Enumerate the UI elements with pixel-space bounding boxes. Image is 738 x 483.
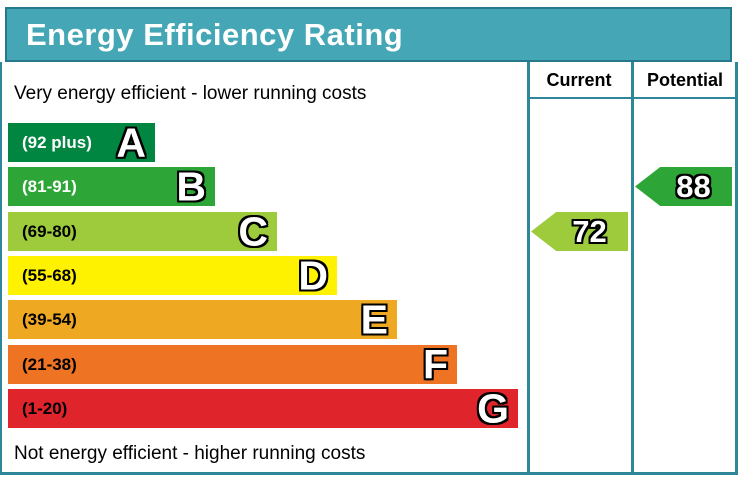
column-header-potential: Potential: [646, 70, 723, 90]
column-divider-middle: [631, 62, 634, 472]
band-range-label: (92 plus): [22, 132, 92, 152]
current-rating-marker: 72: [531, 212, 628, 251]
column-divider-left: [527, 62, 530, 472]
page-title: Energy Efficiency Rating: [26, 16, 404, 52]
potential-rating-marker: 88: [635, 167, 732, 206]
chart-title-bar: Energy Efficiency Rating: [5, 7, 732, 62]
rating-band-a: (92 plus) A: [8, 119, 155, 165]
chart-frame: Very energy efficient - lower running co…: [0, 62, 738, 475]
column-header-underline: [527, 97, 735, 99]
band-range-label: (69-80): [22, 221, 77, 241]
current-rating-value: 72: [571, 214, 608, 249]
band-grade-letter: A: [115, 119, 147, 165]
band-range-label: (21-38): [22, 354, 77, 374]
rating-band-b: (81-91) B: [8, 163, 215, 209]
band-range-label: (55-68): [22, 265, 77, 285]
rating-band-g: (1-20) G: [8, 385, 518, 431]
band-grade-letter: F: [422, 341, 450, 387]
potential-rating-value: 88: [675, 169, 712, 204]
band-range-label: (39-54): [22, 309, 77, 329]
rating-band-e: (39-54) E: [8, 296, 397, 342]
band-range-label: (81-91): [22, 176, 77, 196]
band-grade-letter: C: [237, 208, 269, 254]
bottom-note: Not energy efficient - higher running co…: [14, 443, 366, 464]
band-grade-letter: G: [476, 385, 510, 431]
column-header-current: Current: [546, 70, 612, 90]
band-range-label: (1-20): [22, 398, 68, 418]
rating-band-f: (21-38) F: [8, 341, 457, 387]
rating-band-d: (55-68) D: [8, 252, 337, 298]
band-grade-letter: E: [359, 296, 389, 342]
top-note: Very energy efficient - lower running co…: [14, 83, 367, 104]
band-grade-letter: B: [175, 163, 207, 209]
rating-band-c: (69-80) C: [8, 208, 277, 254]
band-grade-letter: D: [297, 252, 329, 298]
